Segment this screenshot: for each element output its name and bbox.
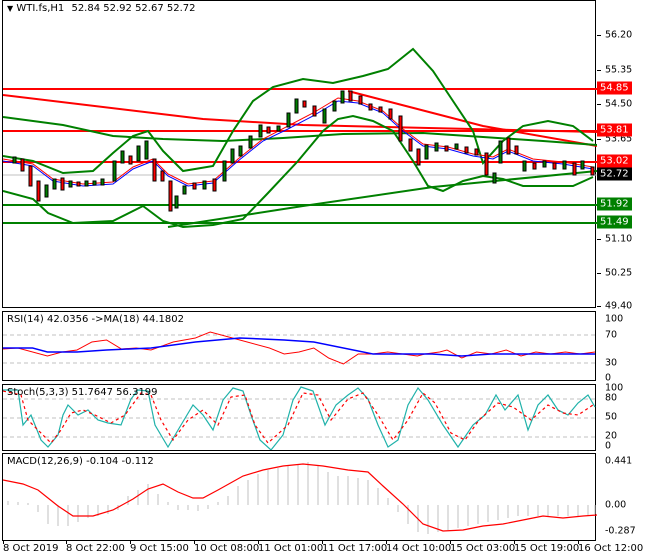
macd-axis: 0.441 0.00 -0.287	[597, 453, 660, 541]
time-label: 9 Oct 15:00	[130, 543, 189, 554]
stoch-axis-label: 50	[605, 411, 618, 423]
macd-axis-label: -0.287	[605, 525, 636, 537]
price-label: 50.25	[605, 267, 633, 279]
time-label: 11 Oct 01:00	[258, 543, 324, 554]
price-label: 49.40	[605, 300, 633, 312]
rsi-axis: 100 70 30 0	[597, 311, 660, 384]
rsi-canvas	[3, 331, 597, 365]
time-label: 16 Oct 12:00	[578, 543, 644, 554]
current-price-tag: 52.72	[597, 167, 632, 181]
time-label: 8 Oct 2019	[3, 543, 59, 554]
rsi-axis-label: 0	[605, 372, 612, 384]
macd-panel[interactable]: MACD(12,26,9) -0.104 -0.112	[2, 453, 597, 541]
stoch-axis-label: 80	[605, 392, 618, 404]
level-tag-51-92: 51.92	[597, 197, 632, 211]
price-label: 55.35	[605, 64, 633, 76]
rsi-panel[interactable]: RSI(14) 42.0356 ->MA(18) 44.1802	[2, 311, 597, 381]
ohlc-values: 52.84 52.92 52.67 52.72	[71, 3, 196, 14]
macd-title: MACD(12,26,9) -0.104 -0.112	[7, 456, 154, 467]
level-tag-54-85: 54.85	[597, 81, 632, 95]
stoch-panel[interactable]: Stoch(5,3,3) 51.7647 56.3199	[2, 384, 597, 451]
stoch-title: Stoch(5,3,3) 51.7647 56.3199	[7, 387, 158, 398]
candlesticks	[12, 90, 595, 212]
price-label: 51.10	[605, 233, 633, 245]
rsi-axis-label: 30	[605, 357, 618, 369]
rsi-axis-label: 100	[605, 313, 624, 325]
time-label: 15 Oct 03:00	[450, 543, 516, 554]
stoch-axis-label: 0	[605, 440, 612, 452]
symbol-title: WTI.fs,H1	[16, 3, 65, 14]
time-label: 14 Oct 10:00	[386, 543, 452, 554]
price-label: 54.50	[605, 98, 633, 110]
level-tag-51-49: 51.49	[597, 215, 632, 229]
macd-axis-label: 0.441	[605, 455, 633, 467]
time-label: 10 Oct 08:00	[194, 543, 260, 554]
time-label: 15 Oct 19:00	[514, 543, 580, 554]
macd-canvas	[3, 462, 597, 534]
level-tag-53-02: 53.02	[597, 154, 632, 168]
time-label: 8 Oct 22:00	[66, 543, 125, 554]
stoch-axis-label: 20	[605, 430, 618, 442]
stoch-axis: 100 80 50 20 0	[597, 382, 660, 452]
stoch-axis-label: 100	[605, 382, 624, 394]
level-tag-53-81: 53.81	[597, 123, 632, 137]
rsi-title: RSI(14) 42.0356 ->MA(18) 44.1802	[7, 314, 184, 325]
price-label: 56.20	[605, 29, 633, 41]
rsi-axis-label: 70	[605, 329, 618, 341]
main-chart-panel[interactable]: ▼ WTI.fs,H1 52.84 52.92 52.67 52.72	[2, 0, 597, 308]
price-chart-canvas	[3, 47, 597, 229]
macd-axis-label: 0.00	[605, 499, 627, 511]
price-label: 53.65	[605, 133, 633, 145]
time-label: 11 Oct 17:00	[322, 543, 388, 554]
stoch-canvas	[3, 386, 597, 450]
triangle-down-icon[interactable]: ▼	[7, 4, 14, 13]
chart-header: ▼ WTI.fs,H1 52.84 52.92 52.67 52.72	[7, 3, 196, 14]
